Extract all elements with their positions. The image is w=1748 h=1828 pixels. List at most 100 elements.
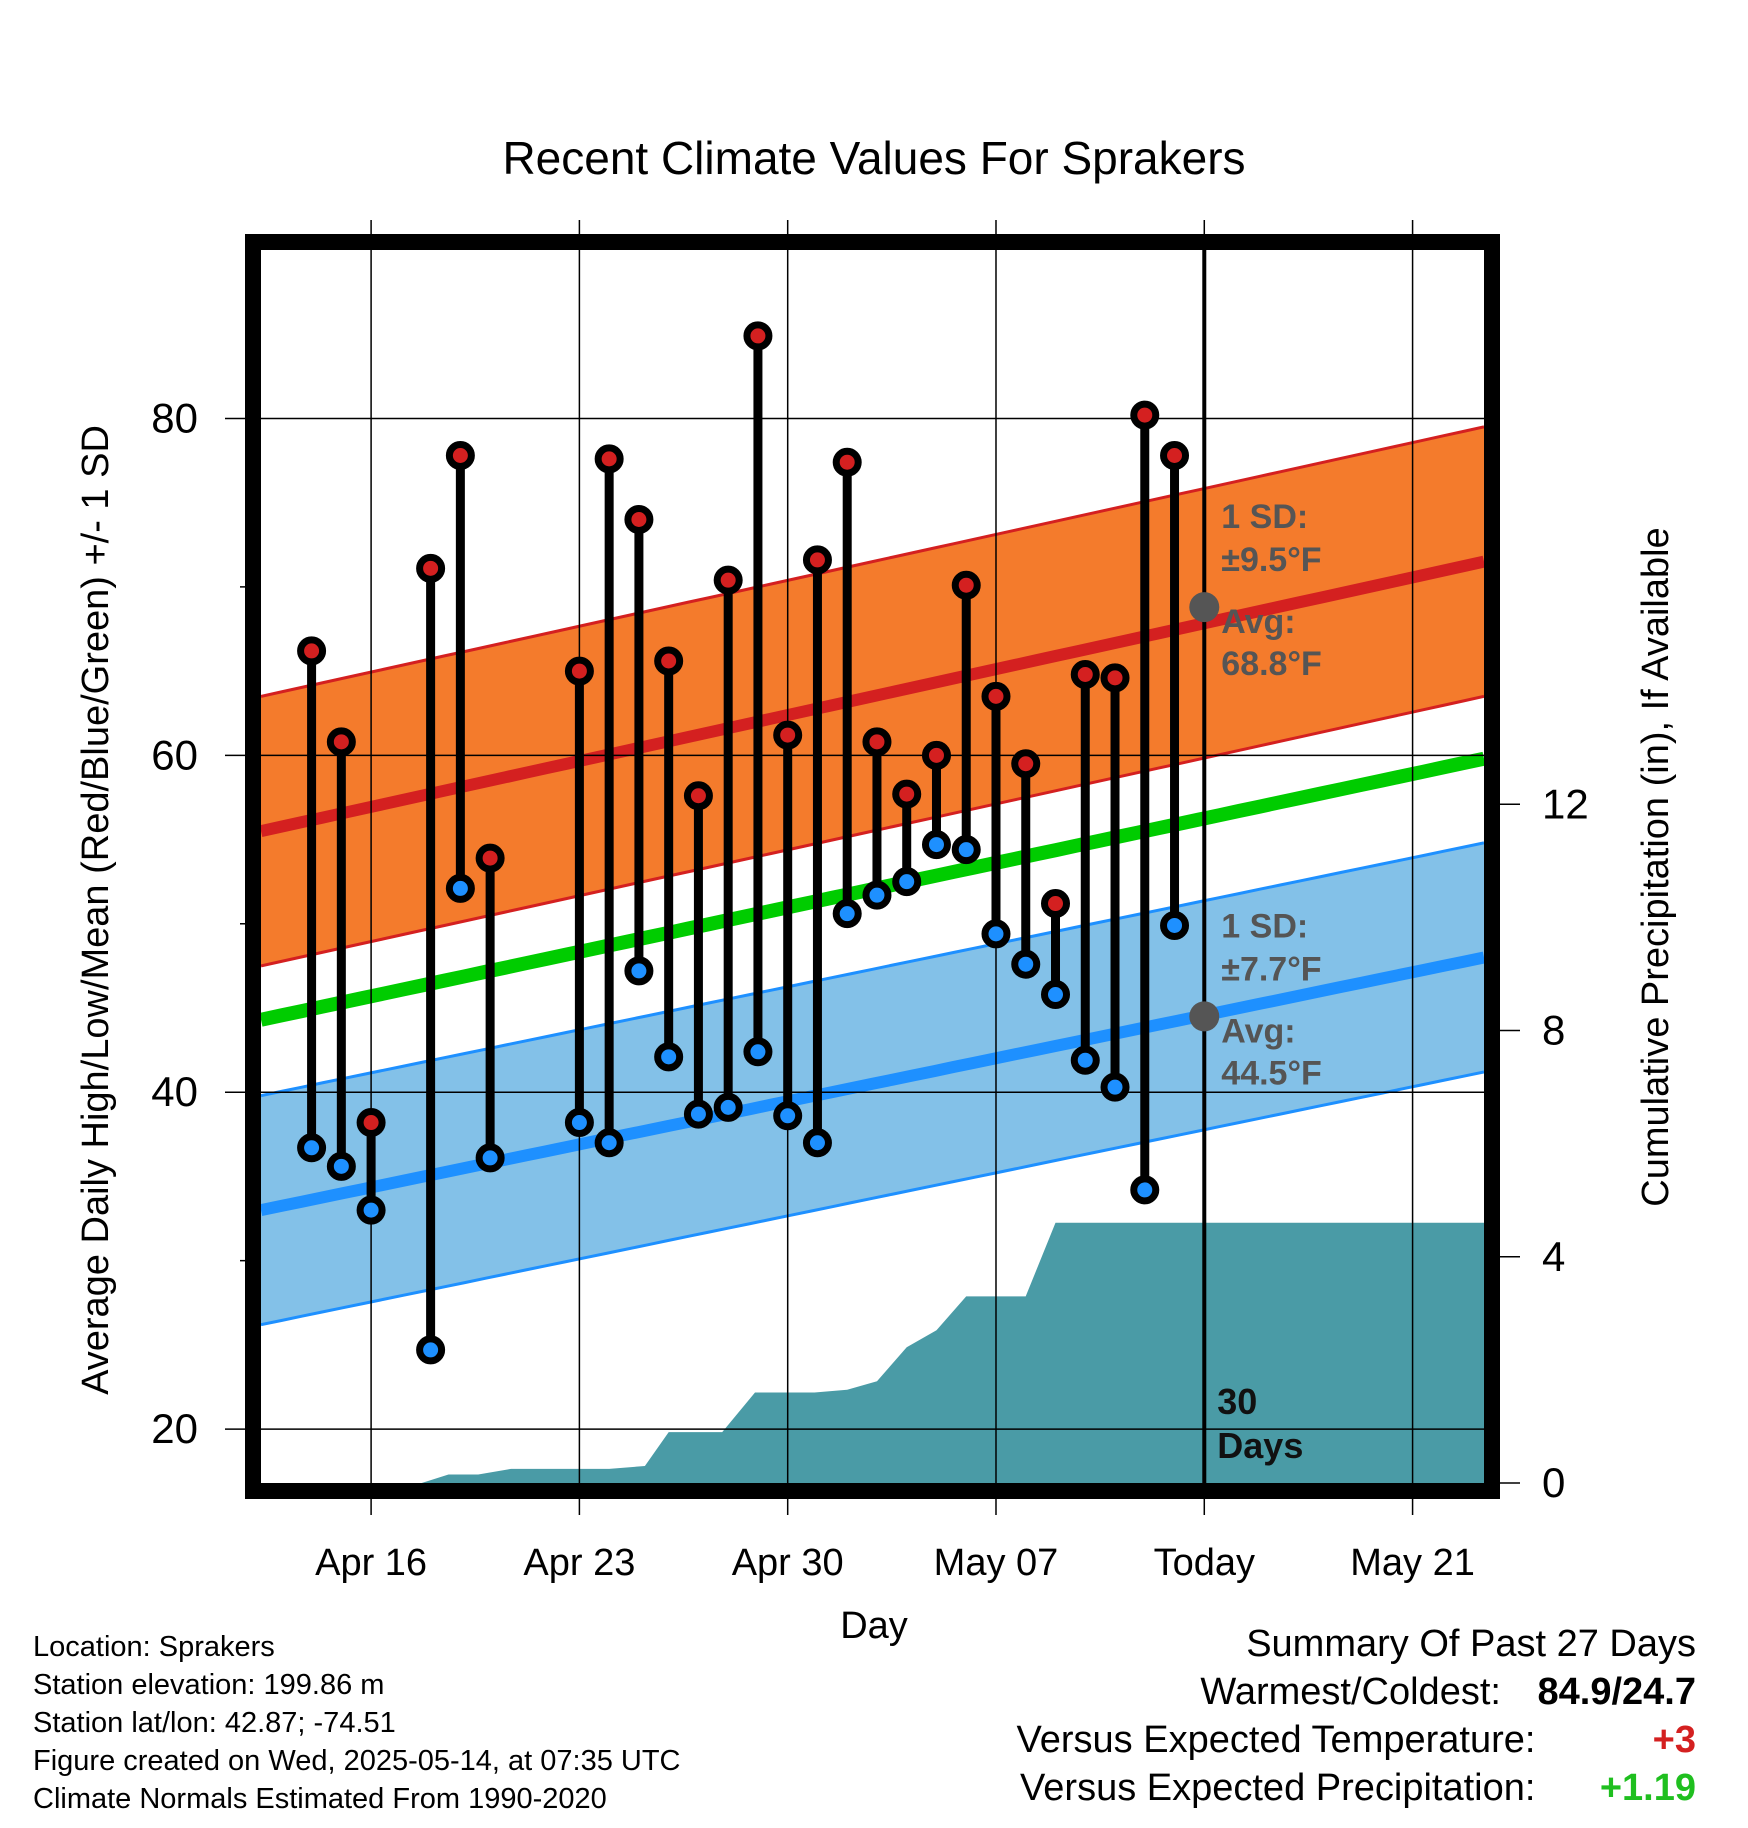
daily-low-point [326, 1151, 356, 1181]
daily-high-point [624, 505, 654, 535]
y2-tick-label: 4 [1542, 1233, 1565, 1280]
x-tick-label: Apr 30 [732, 1542, 844, 1584]
daily-low-point [624, 956, 654, 986]
today-window-label-line1: 30 [1217, 1381, 1257, 1422]
x-axis-label: Day [840, 1605, 908, 1647]
daily-low-point [445, 873, 475, 903]
daily-low-point [892, 867, 922, 897]
normals-text: Climate Normals Estimated From 1990-2020 [33, 1783, 607, 1815]
x-tick-label: Apr 23 [523, 1542, 635, 1584]
summary-title: Summary Of Past 27 Days [1246, 1623, 1696, 1665]
location-text: Location: Sprakers [33, 1631, 275, 1663]
temp-label: Versus Expected Temperature: [1016, 1719, 1536, 1761]
daily-low-point [1011, 949, 1041, 979]
low-avg-value: 44.5°F [1221, 1054, 1322, 1092]
high-sd-value: ±9.5°F [1221, 541, 1321, 579]
low-avg-marker [1189, 1001, 1220, 1032]
daily-high-point [326, 727, 356, 757]
daily-low-point [1041, 980, 1071, 1010]
y-tick-label: 60 [151, 731, 198, 778]
daily-low-point [564, 1108, 594, 1138]
high-sd-label: 1 SD: [1221, 498, 1308, 536]
y2-tick-label: 12 [1542, 780, 1589, 827]
y2-tick-label: 0 [1542, 1459, 1565, 1506]
high-avg-marker [1189, 592, 1220, 623]
high-avg-value: 68.8°F [1221, 645, 1322, 683]
daily-low-point [862, 880, 892, 910]
daily-high-point [921, 740, 951, 770]
high-avg-label: Avg: [1221, 603, 1295, 641]
daily-low-point [1160, 910, 1190, 940]
daily-low-point [475, 1143, 505, 1173]
daily-high-point [683, 781, 713, 811]
y2-tick-label: 8 [1542, 1007, 1565, 1054]
daily-high-point [594, 444, 624, 474]
daily-high-point [475, 843, 505, 873]
daily-low-point [654, 1042, 684, 1072]
daily-low-point [832, 899, 862, 929]
daily-low-point [297, 1133, 327, 1163]
daily-high-point [416, 553, 446, 583]
daily-low-point [713, 1092, 743, 1122]
daily-low-point [773, 1101, 803, 1131]
warm-cold-value: 84.9/24.7 [1537, 1671, 1696, 1713]
low-avg-label: Avg: [1221, 1012, 1295, 1050]
daily-high-point [356, 1108, 386, 1138]
precip-label: Versus Expected Precipitation: [1020, 1767, 1536, 1809]
daily-high-point [564, 656, 594, 686]
low-average-line [261, 951, 1484, 1216]
daily-low-point [951, 835, 981, 865]
daily-high-point [892, 779, 922, 809]
y-tick-label: 40 [151, 1068, 198, 1115]
daily-high-point [773, 720, 803, 750]
chart-title: Recent Climate Values For Sprakers [502, 132, 1245, 184]
daily-high-point [713, 565, 743, 595]
daily-low-point [802, 1128, 832, 1158]
daily-high-point [1160, 441, 1190, 470]
y-tick-label: 20 [151, 1405, 198, 1452]
station-info: Location: Sprakers Station elevation: 19… [33, 1628, 681, 1818]
daily-low-point [683, 1099, 713, 1129]
created-text: Figure created on Wed, 2025-05-14, at 07… [33, 1745, 681, 1777]
daily-high-point [1100, 663, 1130, 693]
temp-value: +3 [1652, 1719, 1696, 1761]
low-sd-label: 1 SD: [1221, 907, 1308, 945]
daily-high-point [802, 545, 832, 575]
precip-row: Versus Expected Precipitation: +1.19 [1017, 1764, 1696, 1812]
daily-low-point [981, 919, 1011, 949]
daily-low-point [594, 1128, 624, 1158]
today-window-label-line2: Days [1217, 1425, 1303, 1466]
daily-high-point [981, 681, 1011, 711]
x-tick-label: May 21 [1350, 1542, 1475, 1584]
temp-row: Versus Expected Temperature: +3 [1017, 1716, 1696, 1764]
latlon-text: Station lat/lon: 42.87; -74.51 [33, 1707, 396, 1739]
daily-high-point [1070, 659, 1100, 689]
low-sd-upper-line [261, 841, 1484, 1098]
low-sd-lower-line [261, 1070, 1484, 1327]
daily-low-point [1070, 1045, 1100, 1075]
x-tick-label: Apr 16 [315, 1542, 427, 1584]
daily-high-point [1011, 749, 1041, 779]
summary-panel: Summary Of Past 27 Days Warmest/Coldest:… [1017, 1620, 1696, 1812]
daily-high-point [654, 646, 684, 676]
daily-low-point [1100, 1072, 1130, 1102]
daily-high-point [1130, 400, 1160, 430]
daily-high-point [951, 570, 981, 600]
plot-frame [245, 234, 1500, 1499]
warm-cold-label: Warmest/Coldest: [1200, 1671, 1501, 1713]
daily-high-point [832, 447, 862, 477]
y2-axis-label: Cumulative Precipitation (in), If Availa… [1635, 527, 1677, 1206]
y-axis-label: Average Daily High/Low/Mean (Red/Blue/Gr… [75, 425, 117, 1395]
y-tick-label: 80 [151, 394, 198, 441]
daily-high-point [862, 727, 892, 757]
daily-high-point [743, 321, 773, 351]
x-tick-label: Today [1154, 1542, 1255, 1584]
daily-low-point [921, 830, 951, 860]
warm-cold-row: Warmest/Coldest: 84.9/24.7 [1017, 1668, 1696, 1716]
daily-low-point [1130, 1175, 1160, 1205]
low-sd-value: ±7.7°F [1221, 950, 1321, 988]
daily-high-point [445, 441, 475, 470]
elevation-text: Station elevation: 199.86 m [33, 1669, 385, 1701]
x-tick-label: May 07 [934, 1542, 1059, 1584]
daily-low-point [416, 1335, 446, 1365]
